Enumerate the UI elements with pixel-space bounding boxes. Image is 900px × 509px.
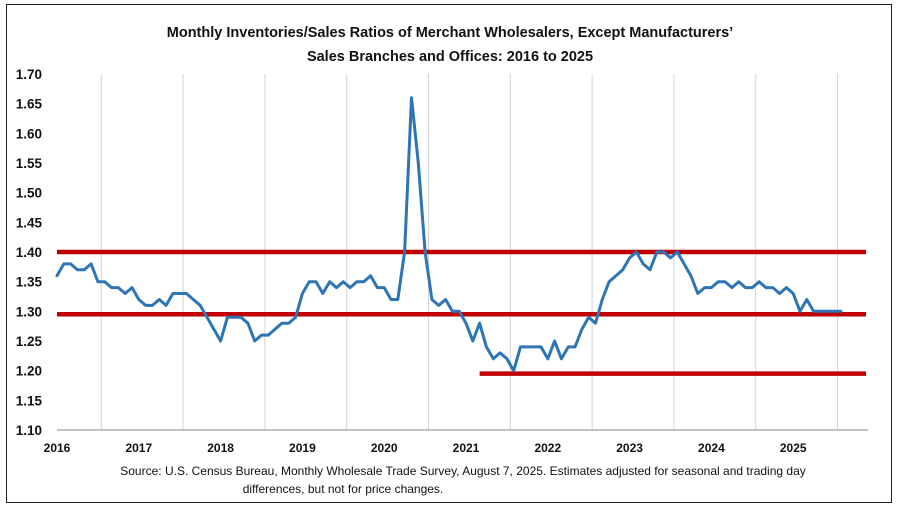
y-axis: 1.70 1.65 1.60 1.55 1.50 1.45 1.40 1.35 1.30 1.25… [16,67,43,438]
x-tick-label: 2016 [44,441,71,455]
x-tick-label: 2018 [207,441,234,455]
source-note-line-2: differences, but not for price changes. [243,482,444,496]
x-axis: 2016 2017 2018 2019 2020 2021 2022 2023 2024 2025 [44,441,807,455]
y-tick-label: 1.60 [16,126,42,141]
y-tick-label: 1.10 [16,423,42,438]
y-tick-label: 1.50 [16,186,42,201]
x-tick-label: 2022 [534,441,561,455]
x-tick-label: 2017 [125,441,152,455]
y-tick-label: 1.30 [16,304,42,319]
y-tick-label: 1.70 [16,67,42,82]
y-tick-label: 1.20 [16,364,42,379]
x-tick-label: 2023 [616,441,643,455]
x-tick-label: 2019 [289,441,316,455]
y-tick-label: 1.40 [16,245,42,260]
source-note-line-1: Source: U.S. Census Bureau, Monthly Whol… [120,464,806,478]
y-tick-label: 1.25 [16,334,43,349]
y-tick-label: 1.45 [16,215,43,230]
x-tick-label: 2024 [698,441,725,455]
chart-title-line-2: Sales Branches and Offices: 2016 to 2025 [307,49,593,65]
y-tick-label: 1.35 [16,275,43,290]
x-tick-label: 2025 [780,441,807,455]
x-tick-label: 2020 [371,441,398,455]
series-line [55,96,843,373]
x-tick-label: 2021 [453,441,480,455]
chart-title-line-1: Monthly Inventories/Sales Ratios of Merc… [167,25,733,41]
series-layer [55,96,843,373]
y-tick-label: 1.55 [16,156,43,171]
y-tick-label: 1.65 [16,97,43,112]
y-tick-label: 1.15 [16,393,43,408]
